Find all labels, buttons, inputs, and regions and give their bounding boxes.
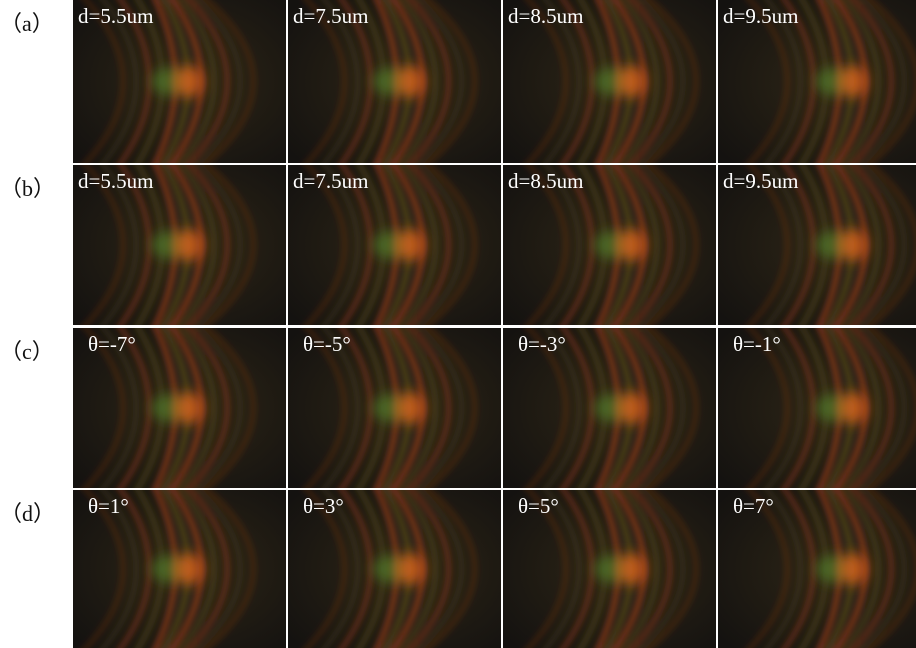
glow bbox=[839, 553, 867, 585]
panel-label: d=5.5um bbox=[78, 169, 153, 193]
glow bbox=[839, 66, 867, 98]
glow bbox=[618, 392, 646, 424]
panel: θ=3° bbox=[288, 485, 501, 648]
panel-label: θ=-5° bbox=[303, 332, 351, 356]
panel: d=8.5um bbox=[503, 160, 716, 330]
panel: θ=-5° bbox=[288, 323, 501, 493]
figure: （a） d=5.5um d=7.5um d=8.5um d=9.5um （b） d=5.5u… bbox=[0, 0, 916, 648]
panel-label: d=5.5um bbox=[78, 4, 153, 28]
panel: d=8.5um bbox=[503, 0, 716, 168]
glow bbox=[839, 229, 867, 261]
panel: θ=7° bbox=[718, 485, 916, 648]
glow bbox=[618, 66, 646, 98]
glow bbox=[175, 229, 203, 261]
glow bbox=[397, 66, 425, 98]
glow bbox=[618, 229, 646, 261]
panel: θ=5° bbox=[503, 485, 716, 648]
panel-label: θ=-1° bbox=[733, 332, 781, 356]
glow bbox=[175, 66, 203, 98]
panel: d=7.5um bbox=[288, 160, 501, 330]
glow bbox=[397, 392, 425, 424]
panel-label: θ=3° bbox=[303, 494, 344, 518]
panel-label: θ=7° bbox=[733, 494, 774, 518]
panel-label: θ=5° bbox=[518, 494, 559, 518]
row-label: （a） bbox=[0, 11, 54, 36]
panel: d=9.5um bbox=[718, 160, 916, 330]
panel: θ=-7° bbox=[73, 323, 286, 493]
glow bbox=[175, 392, 203, 424]
glow bbox=[397, 229, 425, 261]
panel-label: d=9.5um bbox=[723, 169, 798, 193]
page: {"rows": [ {"label": "（a）", "panels": ["… bbox=[0, 0, 916, 648]
panel-label: d=9.5um bbox=[723, 4, 798, 28]
panel-label: d=7.5um bbox=[293, 169, 368, 193]
panel: d=5.5um bbox=[73, 160, 286, 330]
glow bbox=[618, 553, 646, 585]
panel-label: θ=1° bbox=[88, 494, 129, 518]
row-label: （b） bbox=[0, 176, 55, 201]
panel: θ=1° bbox=[73, 485, 286, 648]
panel: θ=-3° bbox=[503, 323, 716, 493]
glow bbox=[175, 553, 203, 585]
glow bbox=[397, 553, 425, 585]
panel-label: d=8.5um bbox=[508, 4, 583, 28]
row-label: （c） bbox=[0, 339, 54, 364]
panel: d=9.5um bbox=[718, 0, 916, 168]
panel-label: θ=-3° bbox=[518, 332, 566, 356]
panel: d=5.5um bbox=[73, 0, 286, 168]
row-label: （d） bbox=[0, 501, 55, 526]
panel-label: θ=-7° bbox=[88, 332, 136, 356]
panel: θ=-1° bbox=[718, 323, 916, 493]
panel-label: d=8.5um bbox=[508, 169, 583, 193]
glow bbox=[839, 392, 867, 424]
panel-label: d=7.5um bbox=[293, 4, 368, 28]
panel: d=7.5um bbox=[288, 0, 501, 168]
